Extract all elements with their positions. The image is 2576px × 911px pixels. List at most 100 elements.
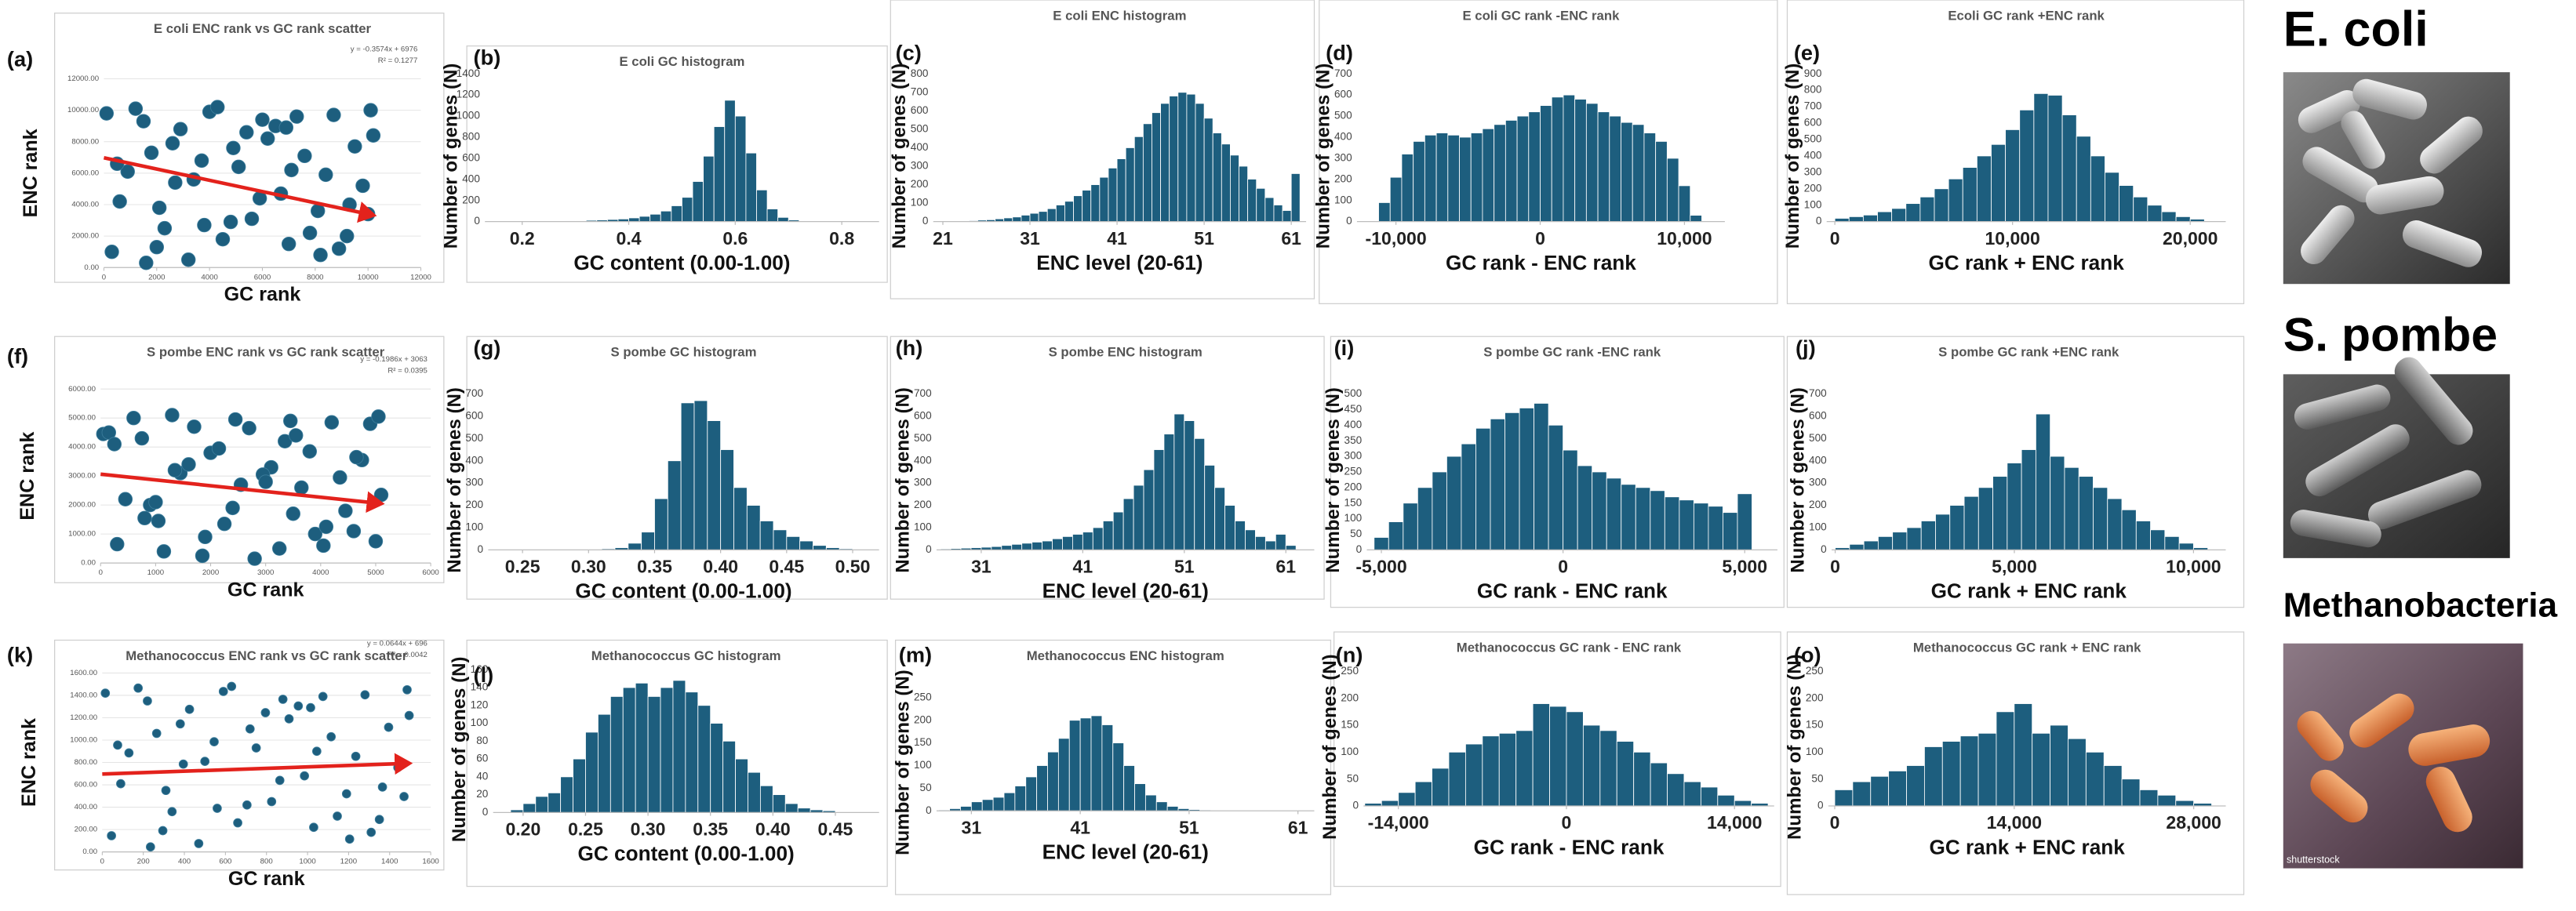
point	[347, 139, 362, 154]
y-tick-label: 600	[462, 151, 480, 163]
bar	[1632, 124, 1645, 223]
bar	[1906, 765, 1925, 807]
bar	[1666, 158, 1679, 223]
point	[124, 748, 134, 758]
y-tick-label: 250	[1341, 665, 1359, 677]
point	[300, 771, 310, 781]
panel-frame	[54, 639, 445, 871]
bar	[1863, 540, 1879, 550]
point	[178, 759, 188, 769]
chart-title: S pombe ENC rank vs GC rank scatter	[147, 345, 385, 360]
point	[284, 714, 294, 724]
bar	[1092, 527, 1104, 550]
y-tick-label: 700	[914, 387, 932, 399]
bar	[1515, 730, 1534, 807]
point	[326, 731, 337, 742]
point	[187, 419, 202, 434]
bar	[1577, 465, 1593, 550]
y-tick-label: 200	[1806, 691, 1824, 703]
point	[210, 100, 225, 114]
photo-methanobacteria: shutterstock	[2283, 643, 2523, 869]
point	[368, 534, 384, 549]
y-tick-label: 10000.00	[67, 106, 99, 114]
x-tick-label: 2000	[202, 568, 219, 577]
bar	[745, 152, 757, 223]
bar	[1417, 487, 1433, 550]
y-tick-label: 700	[465, 387, 483, 399]
point	[107, 831, 116, 840]
y-tick-label: 200	[1804, 182, 1822, 194]
point	[107, 437, 122, 452]
bar	[1599, 730, 1617, 807]
bar	[682, 197, 693, 223]
bar	[1064, 201, 1074, 223]
point	[360, 690, 370, 700]
bar	[1582, 724, 1601, 807]
x-axis-label: ENC level (20-61)	[1042, 579, 1209, 603]
bar	[660, 210, 672, 223]
y-tick-label: 0.00	[82, 847, 97, 856]
y-axis-label: Number of genes (N)	[1782, 64, 1803, 249]
x-tick-label: 51	[1179, 817, 1199, 837]
bar	[2050, 724, 2068, 807]
point	[402, 684, 412, 695]
y-axis-label: Number of genes (N)	[444, 387, 465, 573]
bar	[777, 216, 789, 223]
bar	[1025, 776, 1038, 811]
y-tick-label: 0	[926, 543, 932, 555]
chart-title: Methanococcus GC histogram	[591, 648, 781, 663]
x-axis-label: GC rank	[228, 868, 305, 890]
y-tick-label: 300	[465, 477, 483, 488]
point	[326, 107, 341, 122]
x-tick-label: 31	[971, 556, 991, 576]
y-tick-label: 700	[911, 85, 929, 97]
bar	[1021, 214, 1031, 223]
panel-frame	[54, 13, 445, 283]
bar	[1029, 212, 1039, 223]
point	[213, 804, 222, 813]
point	[99, 106, 115, 121]
panel-label: (k)	[7, 643, 33, 667]
y-tick-label: 400	[462, 172, 480, 184]
point	[377, 782, 387, 792]
point	[101, 425, 116, 440]
x-tick-label: -10,000	[1366, 228, 1427, 249]
y-tick-label: 200	[1344, 481, 1363, 492]
x-tick-label: 6000	[422, 568, 438, 577]
y-tick-label: 150	[1806, 719, 1824, 731]
x-tick-label: 0	[1830, 812, 1840, 833]
bar	[1892, 532, 1908, 550]
chart-title: Methanococcus GC rank + ENC rank	[1913, 640, 2141, 655]
point	[157, 220, 173, 236]
watermark: shutterstock	[2287, 854, 2340, 865]
x-tick-label: 10000	[358, 273, 379, 281]
y-tick-label: 1000.00	[68, 530, 96, 539]
point	[278, 695, 288, 704]
x-tick-label: 0.35	[637, 556, 672, 576]
bar	[1036, 765, 1048, 811]
bar	[2061, 114, 2077, 223]
y-axis-label: Number of genes (N)	[1323, 387, 1344, 573]
photo-e-coli	[2283, 72, 2510, 285]
bar	[1906, 527, 1922, 550]
bar	[692, 181, 704, 223]
x-tick-label: -5,000	[1355, 556, 1406, 576]
bar	[1528, 111, 1541, 223]
y-tick-label: 4000.00	[68, 443, 96, 452]
x-tick-label: 0.35	[693, 818, 728, 839]
bar	[1247, 179, 1257, 223]
bar	[1142, 123, 1152, 223]
bar	[1516, 115, 1530, 223]
point	[110, 536, 125, 552]
bar	[1667, 773, 1685, 807]
bar	[1195, 103, 1205, 223]
bar	[1650, 490, 1665, 550]
bar	[813, 545, 827, 550]
y-tick-label: 100	[914, 759, 932, 771]
point	[225, 500, 240, 516]
bar	[622, 687, 636, 813]
bar	[628, 543, 642, 550]
x-tick-label: 10,000	[1657, 228, 1712, 249]
point	[200, 757, 210, 766]
x-tick-label: 0	[1562, 812, 1572, 833]
